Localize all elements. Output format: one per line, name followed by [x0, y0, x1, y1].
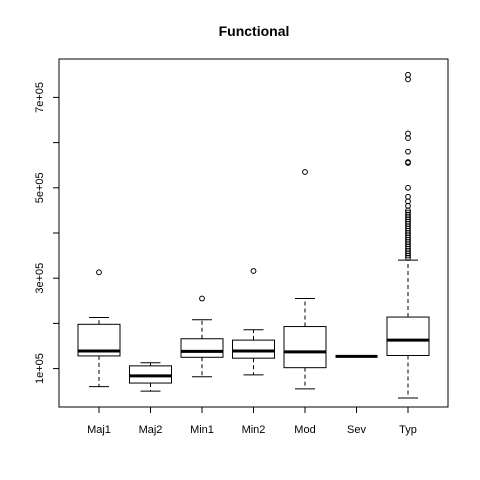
outlier-point: [302, 169, 308, 175]
box-iqr: [283, 326, 327, 369]
box-typ: [386, 71, 430, 399]
x-tick-label: Sev: [347, 424, 366, 436]
x-tick-label: Maj2: [139, 424, 163, 436]
box-maj2: [129, 362, 172, 392]
boxes: [77, 71, 430, 399]
x-tick-label: Min2: [242, 424, 266, 436]
box-iqr: [386, 316, 430, 356]
box-iqr: [232, 339, 275, 359]
chart-title: Functional: [219, 23, 290, 39]
box-mod: [283, 169, 327, 390]
box-iqr: [180, 338, 224, 358]
y-axis: 1e+05 3e+05 5e+05 7e+05: [34, 82, 59, 384]
y-tick-label: 1e+05: [34, 353, 46, 384]
outlier-point: [405, 184, 411, 191]
box-min2: [232, 268, 275, 376]
outlier-point: [405, 159, 411, 165]
y-tick-label: 5e+05: [34, 172, 46, 203]
x-axis: Maj1 Maj2 Min1 Min2 Mod Sev Typ: [87, 407, 417, 436]
box-min1: [180, 295, 224, 378]
outlier-point: [405, 209, 411, 216]
outlier-point: [405, 130, 411, 137]
x-tick-label: Typ: [399, 424, 417, 436]
y-tick-label: 3e+05: [34, 263, 46, 294]
outlier-point: [405, 193, 411, 200]
box-maj1: [77, 269, 121, 388]
outlier-point: [250, 268, 257, 274]
outlier-point: [199, 295, 205, 302]
x-tick-label: Min1: [190, 424, 214, 436]
y-tick-label: 7e+05: [34, 82, 46, 113]
x-tick-label: Maj1: [87, 424, 111, 436]
x-tick-label: Mod: [294, 424, 315, 436]
outlier-point: [96, 269, 102, 276]
outlier-point: [405, 148, 411, 155]
outlier-point: [405, 71, 411, 78]
